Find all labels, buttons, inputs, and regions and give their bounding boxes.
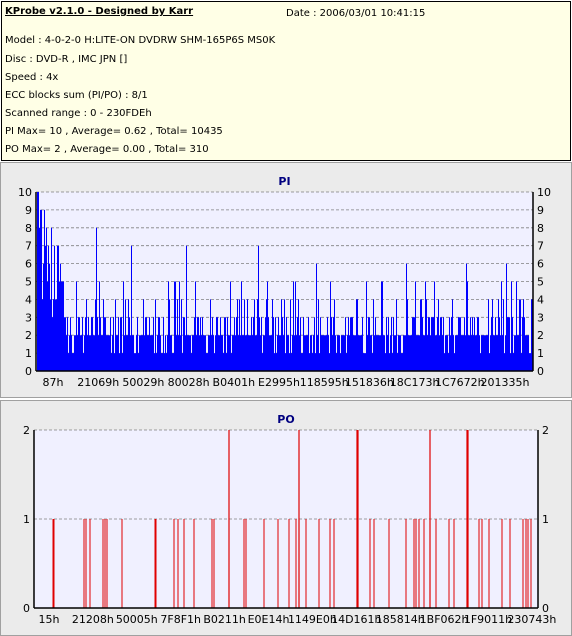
pi-chart: PI 0 0 1 1 2 2 3 3 4 4 5 5 6 6 7 7 8 8 9 9 10 10 87h 21069h 50029… xyxy=(18,175,551,389)
x-tick-label: 151836h xyxy=(345,376,394,389)
chart-title: PI xyxy=(278,175,290,188)
x-tick-label: 185814h xyxy=(376,613,425,626)
y-tick-label: 0 xyxy=(542,602,549,615)
x-tick-label: 80028h xyxy=(168,376,210,389)
y-tick-label: 9 xyxy=(537,204,544,217)
y-tick-label: 6 xyxy=(25,258,32,271)
x-tick-label: E0E14h xyxy=(248,613,290,626)
x-tick-label: 14D161h xyxy=(331,613,381,626)
x-tick-label: 1F9011h xyxy=(464,613,512,626)
y-tick-label: 2 xyxy=(23,424,30,437)
y-tick-label: 1 xyxy=(537,347,544,360)
data-bars xyxy=(52,430,532,608)
info-panel: KProbe v2.1.0 - Designed by Karr Date : … xyxy=(1,1,571,161)
y-tick-label: 1 xyxy=(542,513,549,526)
x-tick-label: 87h xyxy=(43,376,64,389)
y-tick-label: 10 xyxy=(537,186,551,199)
x-tick-label: 230743h xyxy=(507,613,556,626)
x-tick-label: 50029h xyxy=(122,376,164,389)
info-ecc-sum: ECC blocks sum (PI/PO) : 8/1 xyxy=(5,90,148,101)
scan-date: Date : 2006/03/01 10:41:15 xyxy=(286,8,426,19)
y-tick-label: 3 xyxy=(25,311,32,324)
y-tick-label: 1 xyxy=(25,347,32,360)
x-tick-label: 18C173h xyxy=(390,376,440,389)
y-tick-label: 8 xyxy=(25,222,32,235)
y-tick-label: 0 xyxy=(537,365,544,378)
info-pi-stats: PI Max= 10 , Average= 0.62 , Total= 1043… xyxy=(5,126,223,137)
y-tick-label: 7 xyxy=(25,240,32,253)
x-tick-label: 7F8F1h xyxy=(160,613,201,626)
chart-title: PO xyxy=(277,413,294,426)
info-po-stats: PO Max= 2 , Average= 0.00 , Total= 310 xyxy=(5,144,209,155)
x-tick-label: E2995h xyxy=(258,376,300,389)
y-tick-label: 4 xyxy=(537,293,544,306)
x-tick-label: 15h xyxy=(39,613,60,626)
y-tick-label: 3 xyxy=(537,311,544,324)
app-title: KProbe v2.1.0 - Designed by Karr xyxy=(5,6,194,17)
y-tick-label: 2 xyxy=(542,424,549,437)
y-tick-label: 6 xyxy=(537,258,544,271)
x-tick-label: 21208h xyxy=(72,613,114,626)
x-tick-label: 21069h xyxy=(77,376,119,389)
x-tick-label: B0211h xyxy=(203,613,246,626)
info-speed: Speed : 4x xyxy=(5,72,59,83)
info-scanned-range: Scanned range : 0 - 230FDEh xyxy=(5,108,152,119)
x-tick-label: 201335h xyxy=(481,376,530,389)
x-tick-label: 50005h xyxy=(116,613,158,626)
y-tick-label: 1 xyxy=(23,513,30,526)
data-bars xyxy=(37,192,533,371)
y-tick-label: 10 xyxy=(18,186,32,199)
y-tick-label: 2 xyxy=(25,329,32,342)
y-tick-label: 7 xyxy=(537,240,544,253)
y-tick-label: 5 xyxy=(25,276,32,289)
y-tick-label: 5 xyxy=(537,276,544,289)
x-tick-label: 1C7672h xyxy=(435,376,485,389)
y-tick-label: 8 xyxy=(537,222,544,235)
y-tick-label: 0 xyxy=(25,365,32,378)
pi-chart-panel: PI 0 0 1 1 2 2 3 3 4 4 5 5 6 6 7 7 8 8 9 9 10 10 87h 21069h 50029… xyxy=(0,162,572,398)
y-tick-label: 2 xyxy=(537,329,544,342)
x-tick-label: B0401h xyxy=(213,376,256,389)
info-model: Model : 4-0-2-0 H:LITE-ON DVDRW SHM-165P… xyxy=(5,35,276,46)
x-tick-label: 1BF062h xyxy=(420,613,469,626)
x-tick-label: 118595h xyxy=(300,376,349,389)
po-chart: PO 0 0 1 1 2 2 15h 21208h 50005h 7F8F1h B0211h E0E14… xyxy=(23,413,556,626)
po-chart-panel: PO 0 0 1 1 2 2 15h 21208h 50005h 7F8F1h B0211h E0E14… xyxy=(0,400,572,636)
y-tick-label: 4 xyxy=(25,293,32,306)
y-tick-label: 9 xyxy=(25,204,32,217)
x-tick-label: 1149E0h xyxy=(288,613,337,626)
y-tick-label: 0 xyxy=(23,602,30,615)
info-disc: Disc : DVD-R , IMC JPN [] xyxy=(5,54,128,65)
